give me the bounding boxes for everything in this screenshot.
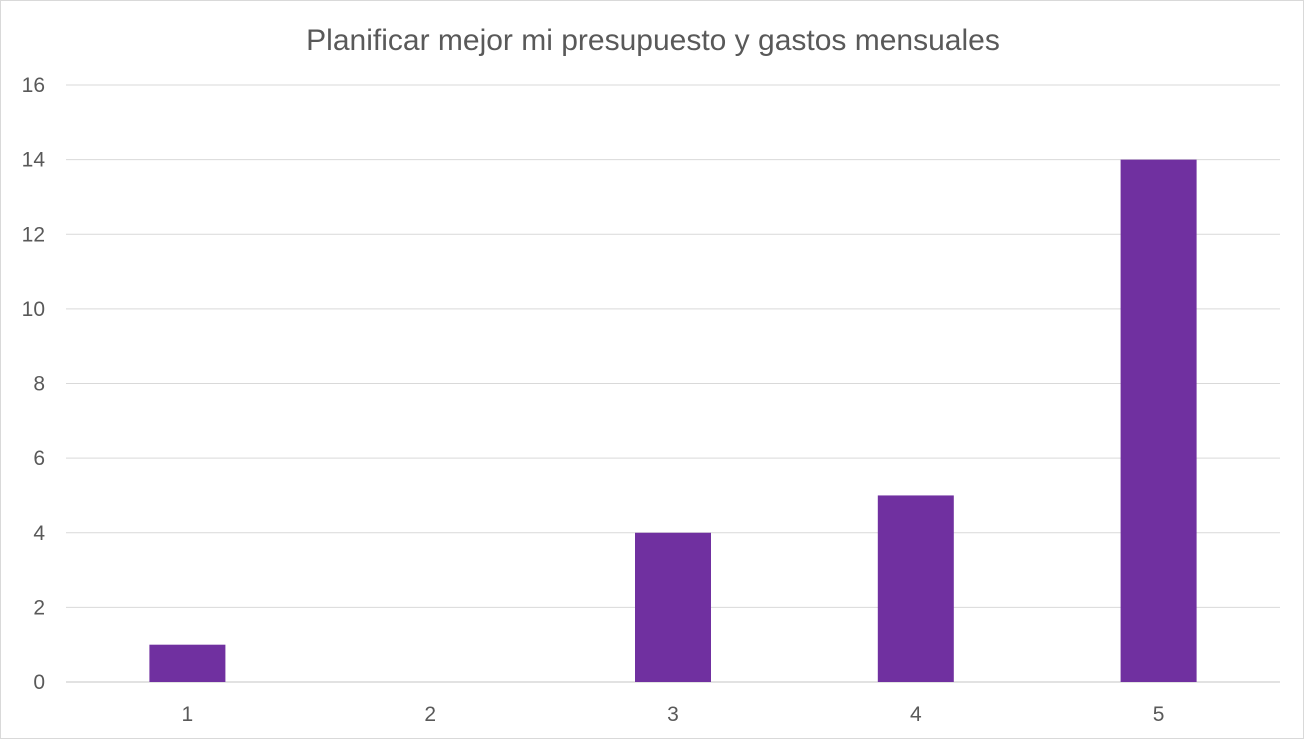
y-tick-label: 2	[33, 596, 45, 619]
chart-title: Planificar mejor mi presupuesto y gastos…	[306, 24, 1000, 57]
x-tick-label: 3	[667, 703, 679, 726]
bar-4	[877, 495, 954, 682]
y-tick-label: 8	[33, 373, 45, 396]
bar-3	[635, 532, 711, 682]
x-tick-label: 4	[910, 703, 922, 726]
x-tick-label: 5	[1153, 703, 1165, 726]
y-tick-label: 14	[22, 149, 46, 172]
y-tick-label: 12	[22, 223, 45, 246]
bars	[149, 159, 1197, 682]
y-tick-label: 0	[33, 671, 45, 694]
x-tick-label: 1	[182, 703, 194, 726]
gridlines	[66, 84, 1280, 683]
y-tick-label: 6	[33, 447, 45, 470]
y-tick-label: 16	[22, 74, 45, 97]
y-tick-label: 4	[33, 522, 45, 545]
bar-1	[149, 644, 226, 682]
x-axis-ticks: 1 2 3 4 5	[182, 703, 1165, 726]
y-tick-label: 10	[22, 298, 45, 321]
bar-5	[1120, 159, 1197, 682]
x-tick-label: 2	[424, 703, 436, 726]
y-axis-ticks: 0 2 4 6 8 10 12 14 16	[22, 74, 46, 694]
